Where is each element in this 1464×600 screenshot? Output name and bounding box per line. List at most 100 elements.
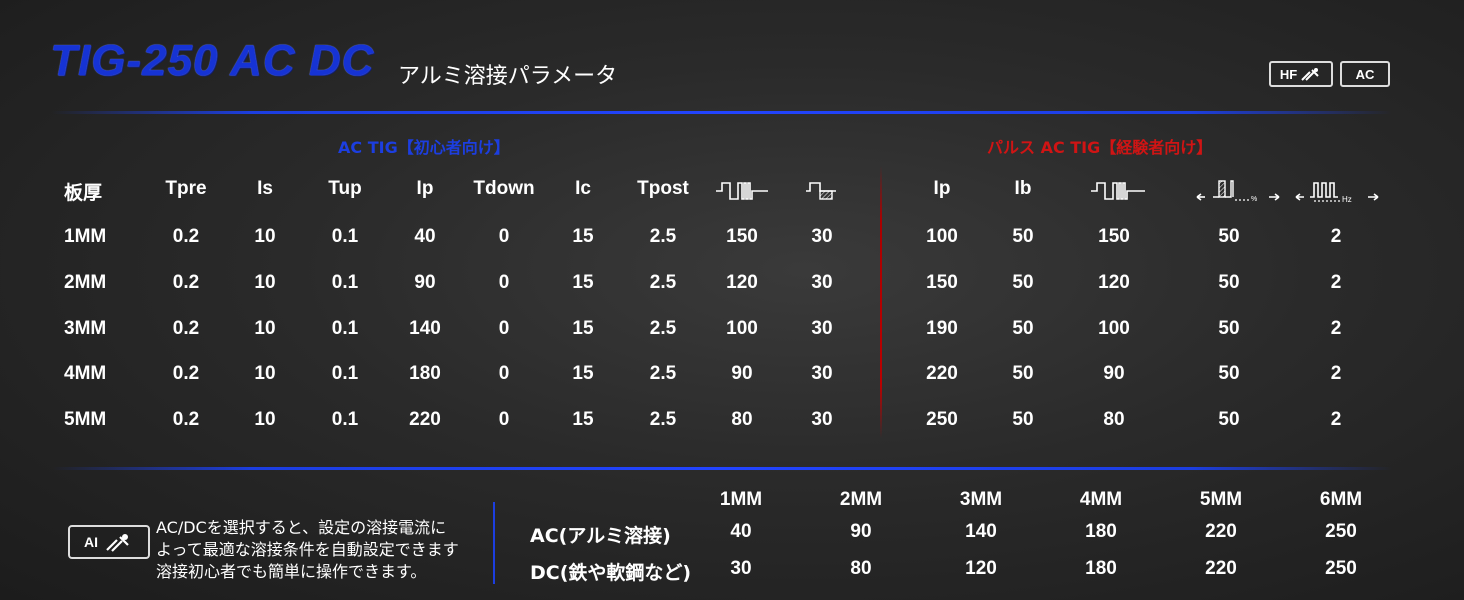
bottom-cell: 40 <box>730 521 752 542</box>
pulse-frequency-icon <box>1091 182 1145 200</box>
cell-duty: 50 <box>1218 318 1240 339</box>
cell-pulse-ip: 250 <box>926 409 958 430</box>
cell-duty: 50 <box>1218 272 1240 293</box>
ai-note-line: 溶接初心者でも簡単に操作できます。 <box>156 562 427 581</box>
pulse-hz-icon: Hz <box>1295 182 1379 204</box>
cell-ac-frequency: 80 <box>731 409 753 430</box>
ai-badge: AI <box>68 525 150 559</box>
header-thickness: 板厚 <box>64 183 103 204</box>
page-subtitle: アルミ溶接パラメータ <box>398 64 618 89</box>
header-tpre: Tpre <box>165 178 207 199</box>
hf-badge: HF <box>1269 61 1333 87</box>
bottom-cell: 220 <box>1205 558 1237 579</box>
bottom-cell: 250 <box>1325 558 1357 579</box>
section-title-ac-tig: AC TIG【初心者向け】 <box>338 138 510 157</box>
cell-pulse-frequency: 100 <box>1098 318 1130 339</box>
cell-tup: 0.1 <box>331 363 359 384</box>
bottom-row-label: AC(アルミ溶接) <box>530 525 671 547</box>
bottom-header: 4MM <box>1079 489 1123 510</box>
cell-ac-balance: 30 <box>811 409 833 430</box>
cell-ac-frequency: 120 <box>726 272 758 293</box>
bottom-cell: 30 <box>730 558 752 579</box>
cell-duty: 50 <box>1218 363 1240 384</box>
cell-pulse-hz: 2 <box>1330 409 1342 430</box>
cell-duty: 50 <box>1218 409 1240 430</box>
ai-description: AC/DCを選択すると、設定の溶接電流に よって最適な溶接条件を自動設定できます… <box>156 517 496 583</box>
cell-tdown: 0 <box>498 272 510 293</box>
cell-ip: 220 <box>409 409 441 430</box>
cell-ac-frequency: 150 <box>726 226 758 247</box>
header-ic: Ic <box>575 178 591 199</box>
cell-ip: 140 <box>409 318 441 339</box>
ac-badge-label: AC <box>1355 66 1375 82</box>
cell-ic: 15 <box>572 363 594 384</box>
cell-is: 10 <box>254 272 276 293</box>
bottom-cell: 80 <box>850 558 872 579</box>
cell-tdown: 0 <box>498 363 510 384</box>
cell-pulse-ip: 150 <box>926 272 958 293</box>
bottom-cell: 180 <box>1085 521 1117 542</box>
header-ip: Ip <box>416 178 434 199</box>
cell-thickness: 4MM <box>64 363 107 384</box>
percent-label: % <box>1251 196 1257 203</box>
cell-thickness: 1MM <box>64 226 107 247</box>
cell-ic: 15 <box>572 226 594 247</box>
cell-tpost: 2.5 <box>649 318 677 339</box>
ac-balance-icon <box>806 182 836 200</box>
header-pulse-ip: Ip <box>933 178 951 199</box>
cell-pulse-hz: 2 <box>1330 363 1342 384</box>
cell-pulse-ib: 50 <box>1012 409 1034 430</box>
cell-tup: 0.1 <box>331 409 359 430</box>
duty-percent-icon: % <box>1196 180 1280 203</box>
bottom-header: 2MM <box>839 489 883 510</box>
cell-tpre: 0.2 <box>172 409 200 430</box>
cell-tpre: 0.2 <box>172 272 200 293</box>
cell-ac-balance: 30 <box>811 363 833 384</box>
cell-tpre: 0.2 <box>172 226 200 247</box>
cell-pulse-ip: 220 <box>926 363 958 384</box>
cell-pulse-frequency: 90 <box>1103 363 1125 384</box>
cell-duty: 50 <box>1218 226 1240 247</box>
cell-tdown: 0 <box>498 226 510 247</box>
section-divider <box>880 166 882 438</box>
cell-pulse-ip: 100 <box>926 226 958 247</box>
cell-thickness: 2MM <box>64 272 107 293</box>
header-is: Is <box>257 178 273 199</box>
cell-pulse-ib: 50 <box>1012 272 1034 293</box>
cell-tpre: 0.2 <box>172 363 200 384</box>
cell-ac-frequency: 90 <box>731 363 753 384</box>
cell-ip: 40 <box>414 226 436 247</box>
cell-pulse-ib: 50 <box>1012 226 1034 247</box>
cell-pulse-frequency: 80 <box>1103 409 1125 430</box>
bottom-header: 1MM <box>719 489 763 510</box>
cell-tpost: 2.5 <box>649 226 677 247</box>
cell-ip: 180 <box>409 363 441 384</box>
cell-ac-balance: 30 <box>811 272 833 293</box>
cell-pulse-frequency: 120 <box>1098 272 1130 293</box>
cell-tup: 0.1 <box>331 226 359 247</box>
header-tpost: Tpost <box>637 178 689 199</box>
cell-ac-frequency: 100 <box>726 318 758 339</box>
cell-thickness: 3MM <box>64 318 107 339</box>
ac-frequency-icon <box>716 182 768 200</box>
bottom-cell: 90 <box>850 521 872 542</box>
ai-note-line: AC/DCを選択すると、設定の溶接電流に <box>156 518 447 537</box>
cell-ic: 15 <box>572 318 594 339</box>
bottom-header: 3MM <box>959 489 1003 510</box>
bottom-cell: 250 <box>1325 521 1357 542</box>
cell-is: 10 <box>254 318 276 339</box>
bottom-vertical-divider <box>493 502 495 584</box>
ai-badge-label: AI <box>84 534 98 550</box>
ac-badge: AC <box>1340 61 1390 87</box>
bottom-cell: 120 <box>965 558 997 579</box>
cell-ac-balance: 30 <box>811 226 833 247</box>
hf-badge-label: HF <box>1279 66 1298 82</box>
hz-label: Hz <box>1342 195 1352 204</box>
torch-icon <box>1301 68 1319 81</box>
section-title-pulse-ac-tig: パルス AC TIG【経験者向け】 <box>987 138 1213 157</box>
bottom-header: 5MM <box>1199 489 1243 510</box>
bottom-header: 6MM <box>1319 489 1363 510</box>
cell-tpost: 2.5 <box>649 363 677 384</box>
header-tup: Tup <box>328 178 362 199</box>
cell-ic: 15 <box>572 272 594 293</box>
